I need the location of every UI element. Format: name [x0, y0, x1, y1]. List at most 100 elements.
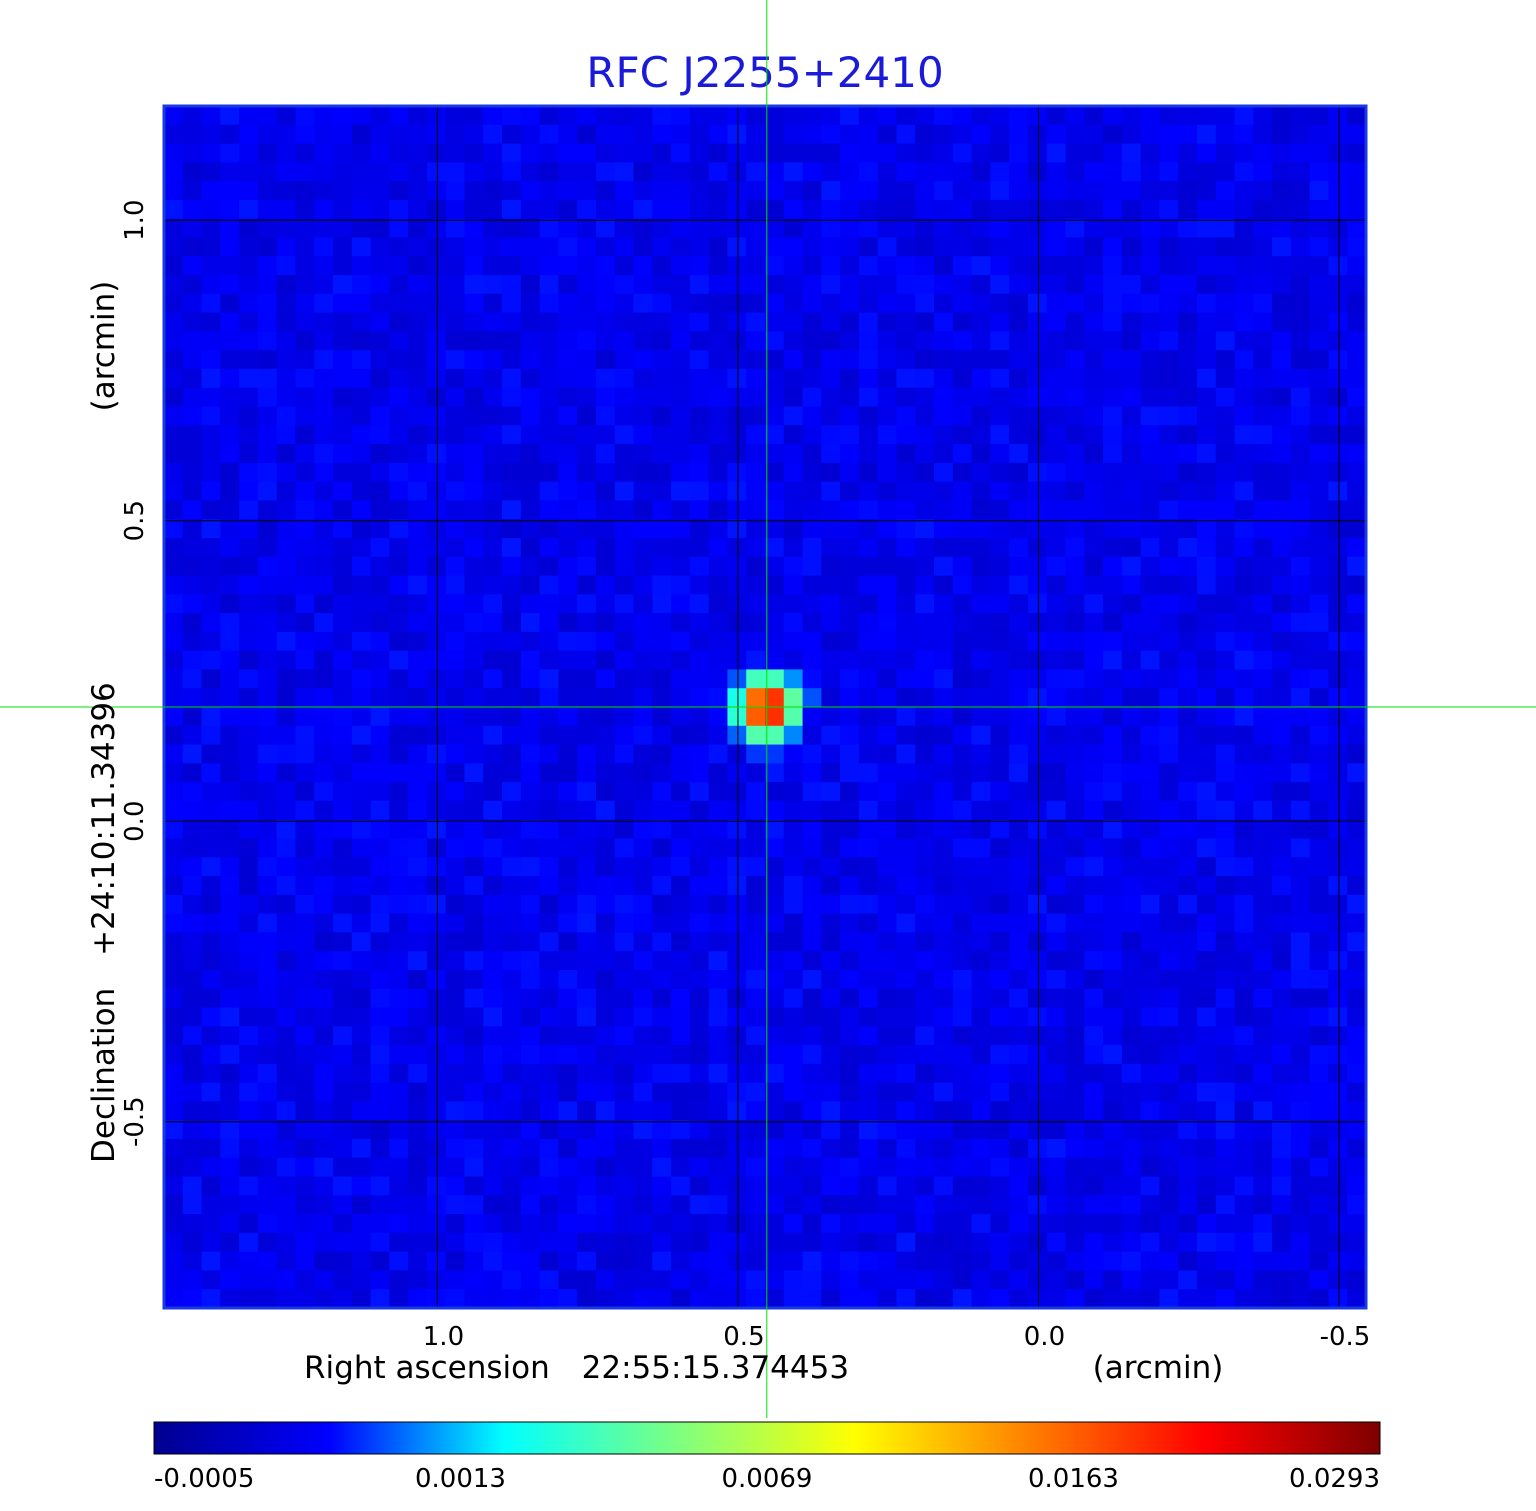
map-pixel [539, 1176, 560, 1196]
map-pixel [520, 1026, 541, 1046]
map-pixel [614, 1082, 635, 1103]
map-pixel [389, 669, 409, 689]
map-pixel [182, 1120, 203, 1140]
map-pixel [1046, 500, 1067, 520]
map-pixel [1121, 312, 1142, 332]
map-pixel [1103, 575, 1123, 595]
map-pixel [1347, 669, 1366, 689]
map-pixel [333, 256, 353, 276]
map-pixel [164, 350, 184, 370]
map-pixel [708, 537, 729, 558]
map-pixel [220, 857, 240, 877]
map-pixel [502, 744, 522, 764]
map-pixel [1253, 519, 1273, 539]
map-pixel [220, 669, 240, 689]
map-pixel [896, 707, 916, 727]
map-pixel [483, 1120, 503, 1140]
map-pixel [858, 932, 879, 952]
map-pixel [558, 237, 578, 257]
map-pixel [314, 462, 334, 483]
map-pixel [389, 1214, 409, 1234]
map-pixel [314, 1270, 334, 1290]
map-pixel [727, 1082, 747, 1103]
map-pixel [671, 894, 691, 915]
map-pixel [1027, 951, 1048, 971]
map-pixel [1140, 199, 1161, 220]
map-pixel [1121, 519, 1142, 539]
map-pixel [182, 857, 203, 877]
map-pixel [727, 725, 747, 746]
map-pixel [389, 1270, 409, 1290]
map-pixel [652, 1045, 672, 1065]
map-pixel [182, 1270, 203, 1290]
map-pixel [351, 725, 372, 746]
map-pixel [990, 199, 1010, 220]
map-pixel [1084, 594, 1104, 614]
map-pixel [1290, 744, 1311, 764]
map-pixel [426, 800, 447, 821]
map-pixel [746, 594, 766, 614]
map-pixel [295, 124, 315, 145]
map-pixel [1084, 556, 1104, 577]
map-pixel [239, 857, 259, 877]
map-pixel [464, 237, 484, 257]
map-pixel [595, 688, 616, 708]
map-pixel [370, 819, 390, 840]
map-pixel [239, 1045, 259, 1065]
map-pixel [1159, 613, 1179, 633]
map-pixel [990, 838, 1010, 858]
map-pixel [539, 1251, 560, 1272]
map-pixel [408, 688, 428, 708]
map-pixel [708, 650, 729, 671]
map-pixel [821, 1157, 841, 1178]
map-pixel [239, 237, 259, 257]
map-pixel [1309, 237, 1330, 257]
map-pixel [276, 500, 297, 520]
map-pixel [1103, 1082, 1123, 1103]
map-pixel [896, 1251, 916, 1272]
map-pixel [445, 838, 466, 858]
map-pixel [934, 988, 954, 1009]
map-pixel [802, 387, 822, 408]
map-pixel [539, 462, 560, 483]
map-pixel [426, 199, 447, 220]
map-pixel [896, 218, 916, 239]
map-pixel [220, 819, 240, 840]
map-pixel [558, 199, 578, 220]
map-pixel [201, 331, 221, 351]
map-pixel [182, 124, 203, 145]
map-pixel [595, 1063, 616, 1084]
map-pixel [182, 1157, 203, 1178]
map-pixel [1290, 462, 1311, 483]
map-pixel [671, 1101, 691, 1121]
map-pixel [765, 951, 785, 971]
map-pixel [652, 575, 672, 595]
map-pixel [934, 613, 954, 633]
map-pixel [389, 218, 409, 239]
map-pixel [802, 1176, 822, 1196]
map-pixel [1046, 782, 1067, 802]
map-pixel [1178, 819, 1198, 840]
map-pixel [276, 951, 297, 971]
map-pixel [1215, 500, 1236, 520]
map-pixel [314, 876, 334, 896]
map-pixel [971, 331, 991, 351]
map-pixel [558, 631, 578, 652]
map-pixel [1140, 124, 1161, 145]
map-pixel [370, 331, 390, 351]
map-pixel [1027, 876, 1048, 896]
map-pixel [1009, 143, 1029, 163]
map-pixel [1084, 500, 1104, 520]
map-pixel [1027, 1101, 1048, 1121]
map-pixel [520, 1176, 541, 1196]
map-pixel [1046, 669, 1067, 689]
map-pixel [746, 368, 766, 389]
map-pixel [708, 425, 729, 445]
map-pixel [614, 613, 635, 633]
map-pixel [896, 1101, 916, 1121]
map-pixel [971, 969, 991, 990]
map-pixel [614, 425, 635, 445]
map-pixel [952, 800, 973, 821]
map-pixel [201, 1063, 221, 1084]
map-pixel [1215, 594, 1236, 614]
